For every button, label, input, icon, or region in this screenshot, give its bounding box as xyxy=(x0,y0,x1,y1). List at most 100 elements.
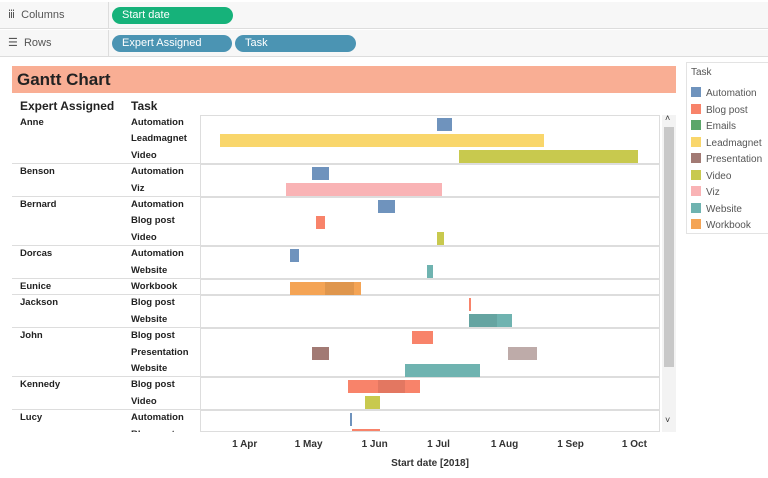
legend-label: Emails xyxy=(706,121,737,132)
gantt-bar[interactable] xyxy=(352,429,380,431)
columns-shelf: ⅲ Columns Start date xyxy=(0,2,768,29)
gantt-bar[interactable] xyxy=(405,363,480,377)
legend-label: Leadmagnet xyxy=(706,137,762,149)
expert-label: Dorcas xyxy=(20,248,53,260)
gantt-bar[interactable] xyxy=(290,248,299,262)
legend-swatch xyxy=(691,87,701,97)
group-separator xyxy=(201,197,659,198)
plot-area xyxy=(200,115,660,432)
rows-label-text: Rows xyxy=(23,37,52,49)
task-label: Automation xyxy=(131,166,184,178)
task-pill[interactable]: Task xyxy=(235,35,356,52)
expert-label: Eunice xyxy=(20,281,52,292)
legend-swatch xyxy=(691,103,701,114)
gantt-bar[interactable] xyxy=(458,150,638,164)
scrollbar[interactable]: ˄ ˅ xyxy=(662,113,676,432)
chart-title: Gantt Chart xyxy=(12,66,676,93)
legend-label: Workbook xyxy=(706,220,751,231)
group-separator xyxy=(12,278,660,279)
x-tick-label: 1 Jul xyxy=(427,439,450,450)
gantt-bar[interactable] xyxy=(220,133,544,147)
gantt-bar[interactable] xyxy=(437,232,444,246)
x-tick-label: 1 Jun xyxy=(361,439,388,450)
group-separator xyxy=(12,294,660,296)
x-tick-label: 1 Sep xyxy=(557,439,584,450)
start-date-pill[interactable]: Start date xyxy=(112,7,233,24)
rows-label: ☰ Rows xyxy=(8,37,52,49)
task-label: Website xyxy=(131,313,168,325)
group-separator xyxy=(201,410,659,412)
gantt-bar[interactable] xyxy=(316,215,325,229)
legend-item[interactable]: Leadmagnet xyxy=(691,136,762,149)
gantt-bar[interactable] xyxy=(437,117,453,131)
group-separator xyxy=(201,164,659,166)
expert-label: Lucy xyxy=(20,412,43,424)
gantt-bar[interactable] xyxy=(364,396,380,410)
task-label: Blog post xyxy=(131,297,175,309)
task-label: Automation xyxy=(131,199,184,210)
rows-shelf: ☰ Rows Expert Assigned Task xyxy=(0,30,768,57)
gantt-bar[interactable] xyxy=(350,412,352,426)
task-label: Automation xyxy=(131,117,184,128)
task-label: Video xyxy=(131,149,157,161)
legend-item[interactable]: Emails xyxy=(691,120,736,132)
group-separator xyxy=(12,163,660,165)
legend-item[interactable]: Viz xyxy=(691,186,720,198)
gantt-bar[interactable] xyxy=(311,166,329,180)
gantt-bar[interactable] xyxy=(469,297,472,311)
scroll-down-icon[interactable]: ˅ xyxy=(665,415,671,425)
group-separator xyxy=(12,376,660,378)
legend-item[interactable]: Video xyxy=(691,169,732,182)
task-header: Task xyxy=(131,99,158,113)
task-label: Workbook xyxy=(131,281,178,292)
task-label: Blog post xyxy=(131,330,175,342)
columns-label: ⅲ Columns xyxy=(8,9,65,21)
group-separator xyxy=(12,196,660,197)
gantt-bar[interactable] xyxy=(507,347,538,361)
legend-label: Video xyxy=(706,170,732,182)
group-separator xyxy=(201,377,659,379)
divider xyxy=(108,30,109,56)
gantt-bar[interactable] xyxy=(426,265,434,279)
task-label: Blog post xyxy=(131,429,175,432)
expert-label: Bernard xyxy=(20,199,57,210)
expert-assigned-pill[interactable]: Expert Assigned xyxy=(112,35,232,52)
task-label: Website xyxy=(131,264,168,276)
expert-label: John xyxy=(20,330,43,342)
legend-label: Blog post xyxy=(706,104,748,116)
x-tick-label: 1 Apr xyxy=(232,439,258,450)
gantt-bar[interactable] xyxy=(324,281,355,295)
legend-item[interactable]: Blog post xyxy=(691,103,748,116)
group-separator xyxy=(201,295,659,297)
legend-item[interactable]: Automation xyxy=(691,87,757,99)
legend-item[interactable]: Workbook xyxy=(691,219,751,231)
group-separator xyxy=(201,246,659,248)
legend-label: Viz xyxy=(706,187,720,198)
legend-swatch xyxy=(691,219,701,229)
x-axis-label: Start date [2018] xyxy=(391,458,469,469)
gantt-bar[interactable] xyxy=(377,379,406,393)
task-label: Presentation xyxy=(131,346,189,358)
divider xyxy=(108,2,109,28)
gantt-bar[interactable] xyxy=(469,314,497,328)
scrollbar-thumb[interactable] xyxy=(664,127,674,367)
gantt-bar[interactable] xyxy=(411,330,434,344)
expert-label: Kennedy xyxy=(20,379,61,391)
gantt-bar[interactable] xyxy=(377,199,395,213)
legend-swatch xyxy=(691,120,701,130)
x-tick-label: 1 May xyxy=(294,439,323,450)
legend-label: Presentation xyxy=(706,154,763,165)
scroll-up-icon[interactable]: ˄ xyxy=(665,113,671,123)
task-label: Viz xyxy=(131,182,145,194)
expert-header: Expert Assigned xyxy=(20,99,115,113)
legend-item[interactable]: Website xyxy=(691,202,742,215)
legend-swatch xyxy=(691,169,701,180)
gantt-bar[interactable] xyxy=(286,183,442,197)
x-tick-label: 1 Aug xyxy=(490,439,519,450)
legend-item[interactable]: Presentation xyxy=(691,153,762,165)
legend-title: Task xyxy=(691,67,712,78)
expert-label: Benson xyxy=(20,166,55,178)
gantt-bar[interactable] xyxy=(311,347,329,361)
task-label: Video xyxy=(131,395,157,407)
expert-label: Jackson xyxy=(20,297,59,309)
